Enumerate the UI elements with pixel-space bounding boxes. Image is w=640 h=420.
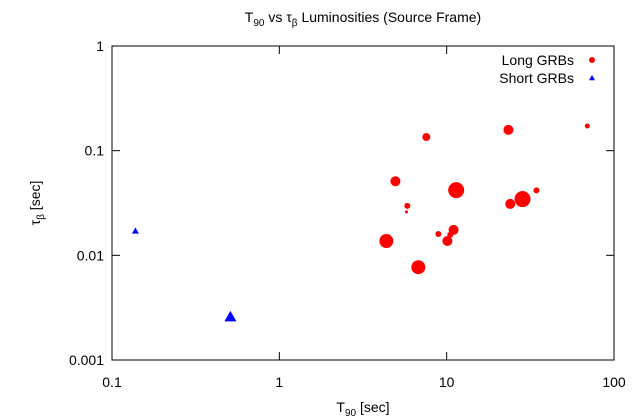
x-tick-label: 0.1 [102,374,122,390]
data-point [224,310,237,322]
legend-marker [589,75,595,81]
data-point [584,123,590,129]
data-point [505,198,516,209]
y-axis-label-part: β [36,214,47,220]
chart-title-part: vs τ [264,9,292,25]
x-axis-label: T90 [sec] [336,399,389,419]
data-point [390,176,401,187]
data-point [404,210,408,214]
data-point [411,260,426,275]
legend-label: Long GRBs [502,52,574,68]
y-axis-label: τβ [sec] [27,181,47,226]
data-point [448,182,465,199]
y-axis-label-part: [sec] [27,181,43,214]
chart-title-part: T [245,9,254,25]
data-point [442,236,453,247]
chart-title-part: β [292,18,298,29]
y-axis-label-part: τ [27,219,43,225]
plot-frame [111,45,615,361]
y-tick-label: 0.01 [77,247,104,263]
legend-marker [589,57,595,63]
data-point [131,227,139,234]
legend-label: Short GRBs [499,70,574,86]
chart-title-part: 90 [253,18,265,29]
x-axis-label-part: T [336,399,345,415]
x-tick-label: 100 [602,374,626,390]
x-tick-label: 10 [439,374,455,390]
data-point [435,230,442,237]
data-point [448,224,459,235]
x-tick-label: 1 [275,374,283,390]
y-tick-label: 0.001 [69,352,104,368]
chart-title: T90 vs τβ Luminosities (Source Frame) [245,9,481,29]
y-tick-label: 1 [96,38,104,54]
data-point [404,202,411,209]
y-tick-label: 0.1 [85,143,105,159]
data-point [379,234,394,249]
x-axis-label-part: [sec] [356,399,389,415]
chart-title-part: Luminosities (Source Frame) [298,9,482,25]
data-point [533,187,540,194]
data-point [503,124,514,135]
data-point [422,133,431,142]
x-axis-label-part: 90 [345,408,357,419]
data-point [514,191,531,208]
